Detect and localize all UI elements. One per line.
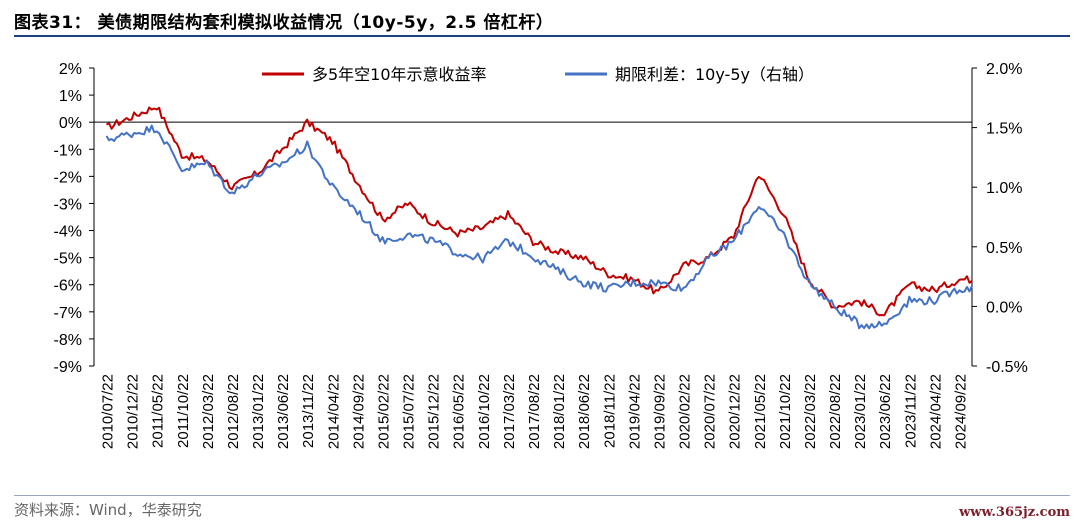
series-lines [105, 106, 973, 330]
x-tick-label: 2017/08/22 [526, 374, 543, 449]
right-tick-label: 0.5% [986, 240, 1022, 257]
x-tick-label: 2017/03/22 [501, 374, 518, 449]
right-tick-label: 1.5% [986, 121, 1022, 138]
series-line-red [106, 106, 973, 317]
x-tick-label: 2021/05/22 [752, 374, 769, 449]
legend: 多5年空10年示意收益率 期限利差：10y-5y（右轴） [262, 65, 814, 84]
left-tick-label: -7% [54, 305, 82, 322]
left-tick-label: 0% [59, 115, 82, 132]
right-tick-label: -0.5% [986, 359, 1028, 376]
x-tick-label: 2019/09/22 [651, 374, 668, 449]
chart-area: 2% 1% 0% -1% -2% -3% -4% -5% -6% -7% -8% -9% 2.0% 1.5… [54, 61, 1028, 449]
axes-group: 2% 1% 0% -1% -2% -3% -4% -5% -6% -7% -8% -9% 2.0% 1.5… [54, 61, 1028, 449]
x-tick-label: 2013/01/22 [250, 374, 267, 449]
left-tick-label: -8% [54, 332, 82, 349]
right-tick-label: 1.0% [986, 180, 1022, 197]
x-tick-label: 2018/06/22 [576, 374, 593, 449]
left-tick-label: -1% [54, 142, 82, 159]
x-tick-label: 2024/09/22 [952, 374, 969, 449]
left-tick-label: -2% [54, 169, 82, 186]
left-tick-label: -5% [54, 251, 82, 268]
left-tick-label: -4% [54, 224, 82, 241]
x-tick-label: 2010/07/22 [100, 374, 117, 449]
left-tick-label: 2% [59, 61, 82, 78]
x-tick-label: 2015/07/22 [401, 374, 418, 449]
x-tick-label: 2016/10/22 [476, 374, 493, 449]
x-tick-label: 2013/11/22 [300, 374, 317, 448]
source-note: 资料来源：Wind，华泰研究 [14, 501, 202, 519]
x-tick-label: 2011/05/22 [150, 374, 167, 448]
x-tick-label: 2016/05/22 [451, 374, 468, 449]
x-tick-label: 2020/02/22 [677, 374, 694, 449]
legend-label: 多5年空10年示意收益率 [312, 65, 487, 84]
chart-title: 图表31： 美债期限结构套利模拟收益情况（10y-5y，2.5 倍杠杆） [14, 13, 554, 33]
x-tick-label: 2014/04/22 [325, 374, 342, 449]
x-tick-label: 2018/11/22 [601, 374, 618, 448]
left-tick-label: -9% [54, 359, 82, 376]
left-tick-label: -3% [54, 196, 82, 213]
x-tick-label: 2022/08/22 [827, 374, 844, 449]
x-tick-label: 2023/06/22 [877, 374, 894, 449]
legend-label: 期限利差：10y-5y（右轴） [615, 65, 814, 84]
right-tick-label: 0.0% [986, 299, 1022, 316]
right-tick-label: 2.0% [986, 61, 1022, 78]
x-tick-label: 2012/03/22 [200, 374, 217, 449]
x-tick-label: 2020/12/22 [727, 374, 744, 449]
x-tick-label: 2023/11/22 [902, 374, 919, 448]
x-tick-label: 2018/01/22 [551, 374, 568, 449]
title-divider [14, 35, 1070, 37]
left-tick-label: 1% [59, 88, 82, 105]
x-tick-label: 2021/10/22 [777, 374, 794, 449]
watermark: www.365jz.com [959, 505, 1070, 520]
series-line-blue [105, 124, 973, 330]
x-tick-label: 2015/02/22 [375, 374, 392, 449]
x-tick-label: 2010/12/22 [125, 374, 142, 449]
x-tick-label: 2020/07/22 [702, 374, 719, 449]
x-tick-label: 2015/12/22 [426, 374, 443, 449]
x-tick-label: 2024/04/22 [927, 374, 944, 449]
x-tick-label: 2012/08/22 [225, 374, 242, 449]
x-tick-label: 2013/06/22 [275, 374, 292, 449]
x-tick-label: 2014/09/22 [350, 374, 367, 449]
x-tick-label: 2019/04/22 [626, 374, 643, 449]
footer-divider [14, 495, 1070, 496]
x-tick-label: 2022/03/22 [802, 374, 819, 449]
x-tick-label: 2011/10/22 [175, 374, 192, 448]
x-tick-label: 2023/01/22 [852, 374, 869, 449]
left-tick-label: -6% [54, 278, 82, 295]
